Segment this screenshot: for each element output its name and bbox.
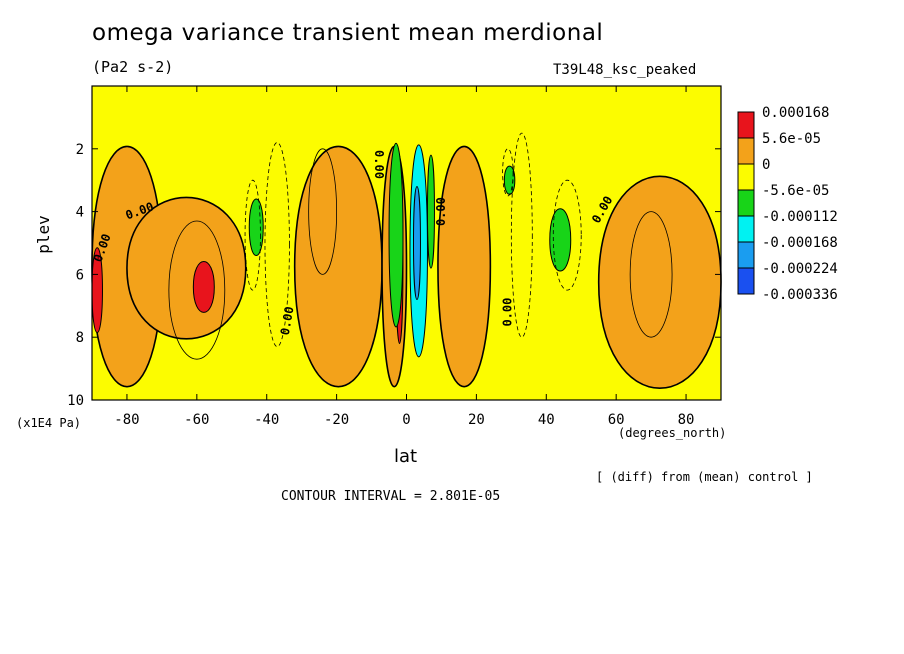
negative-contour (502, 148, 514, 197)
contour-label: 0.00 (372, 150, 386, 179)
legend-level: 5.6e-05 (762, 131, 821, 147)
field-region-blue (412, 186, 421, 300)
field-region-red (91, 247, 103, 333)
legend-level: -5.6e-05 (762, 183, 829, 199)
contour-interval: CONTOUR INTERVAL = 2.801E-05 (281, 489, 501, 504)
legend-level: 0 (762, 157, 770, 173)
legend: 0.000168 5.6e-05 0 -5.6e-05 -0.000112 -0.0001… (737, 105, 838, 303)
x-tick-label: 60 (608, 412, 625, 428)
legend-swatch (737, 267, 755, 295)
legend-swatch (737, 137, 755, 165)
chart-title: omega variance transient mean merdional (92, 20, 604, 46)
field-region-orange (126, 196, 247, 340)
y-axis-units: (x1E4 Pa) (16, 416, 82, 430)
contour-label: 0.00 (434, 197, 448, 226)
field-region-green (549, 208, 572, 272)
negative-contour (264, 142, 290, 348)
field-region-orange (437, 145, 492, 388)
difference-note: [ (diff) from (mean) control ] (596, 470, 813, 484)
axes: -80 -60 -40 -20 0 20 40 60 80 2 4 6 8 10 (67, 85, 722, 428)
x-tick-label: -20 (324, 412, 349, 428)
x-tick-label: 40 (538, 412, 555, 428)
legend-level: 0.000168 (762, 105, 829, 121)
field-region-orange (597, 175, 722, 389)
positive-contour (168, 220, 226, 360)
legend-swatch (737, 189, 755, 217)
contour-label: 0.00 (500, 298, 514, 327)
field-region-red (192, 261, 215, 313)
field-region-green (388, 143, 404, 328)
negative-contour (510, 132, 533, 338)
x-tick-label: 20 (468, 412, 485, 428)
x-tick-label: -60 (184, 412, 209, 428)
x-axis-label: lat (394, 446, 418, 467)
y-tick-label: 8 (76, 330, 84, 346)
y-tick-label: 6 (76, 267, 84, 283)
x-tick-label: 80 (678, 412, 695, 428)
x-tick-label: -40 (254, 412, 279, 428)
field-region-orange (293, 145, 383, 388)
y-tick-label: 2 (76, 142, 84, 158)
field-region-green (426, 154, 435, 269)
negative-contour (244, 179, 261, 291)
x-axis-units: (degrees_north) (618, 426, 727, 440)
positive-contour (629, 211, 673, 338)
x-tick-label: -80 (114, 412, 139, 428)
x-tick-label: 0 (402, 412, 410, 428)
legend-level: -0.000224 (762, 261, 838, 277)
negative-contour (552, 179, 582, 291)
legend-swatch (737, 215, 755, 243)
legend-swatch (737, 111, 755, 139)
chart-units: (Pa2 s-2) (92, 58, 174, 76)
contour-label: 0.00 (278, 305, 297, 336)
legend-level: -0.000112 (762, 209, 838, 225)
plot-area: 0.000.000.000.000.000.000.00 (91, 86, 722, 400)
legend-swatch (737, 241, 755, 269)
legend-level: -0.000336 (762, 287, 838, 303)
positive-contour (308, 148, 338, 275)
field-region-green (248, 198, 264, 257)
y-tick-label: 4 (76, 205, 84, 221)
legend-swatch (737, 163, 755, 191)
y-tick-label: 10 (67, 393, 84, 409)
legend-level: -0.000168 (762, 235, 838, 251)
run-label: T39L48_ksc_peaked (553, 62, 697, 78)
